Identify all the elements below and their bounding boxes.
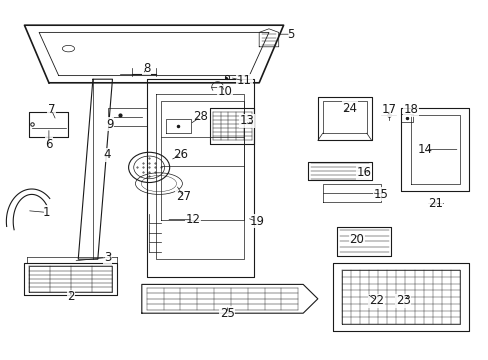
Text: 9: 9 bbox=[106, 118, 114, 131]
Text: 7: 7 bbox=[47, 103, 55, 116]
Text: 1: 1 bbox=[42, 206, 50, 219]
Text: 24: 24 bbox=[342, 102, 356, 114]
Text: 17: 17 bbox=[381, 103, 395, 116]
Text: 5: 5 bbox=[286, 28, 294, 41]
Text: 10: 10 bbox=[217, 85, 232, 98]
Text: 13: 13 bbox=[239, 114, 254, 127]
Text: 12: 12 bbox=[185, 213, 200, 226]
Text: 11: 11 bbox=[237, 75, 251, 87]
Text: 22: 22 bbox=[368, 294, 383, 307]
Text: 3: 3 bbox=[103, 251, 111, 264]
Text: 25: 25 bbox=[220, 307, 234, 320]
Text: 26: 26 bbox=[173, 148, 188, 161]
Text: 8: 8 bbox=[142, 62, 150, 75]
Text: 20: 20 bbox=[349, 233, 364, 246]
Text: 19: 19 bbox=[249, 215, 264, 228]
Text: 18: 18 bbox=[403, 103, 417, 116]
Text: 4: 4 bbox=[103, 148, 111, 161]
Text: 16: 16 bbox=[356, 166, 371, 179]
Text: 6: 6 bbox=[45, 138, 53, 150]
Text: 23: 23 bbox=[395, 294, 410, 307]
Text: 27: 27 bbox=[176, 190, 190, 203]
Text: 21: 21 bbox=[427, 197, 442, 210]
Text: 14: 14 bbox=[417, 143, 432, 156]
Text: 2: 2 bbox=[67, 291, 75, 303]
Text: 15: 15 bbox=[373, 188, 388, 201]
Text: 28: 28 bbox=[193, 111, 207, 123]
